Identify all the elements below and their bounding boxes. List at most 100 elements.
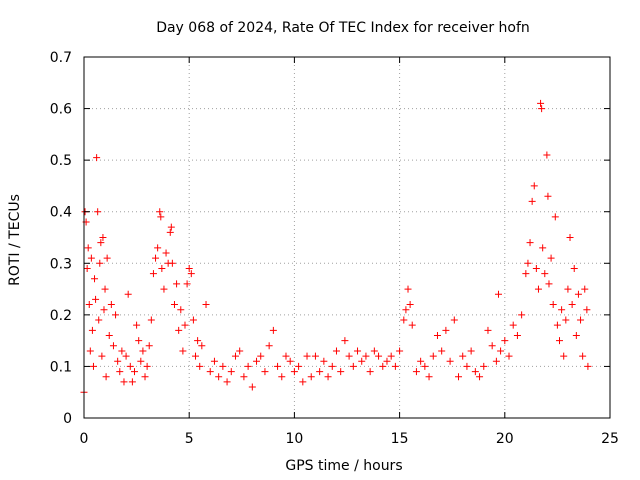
data-point	[354, 347, 362, 355]
data-point	[166, 228, 174, 236]
data-point	[126, 362, 134, 370]
data-point	[162, 249, 170, 257]
data-point	[85, 301, 93, 309]
data-point	[383, 357, 391, 365]
data-point	[177, 306, 185, 314]
data-point	[349, 362, 357, 370]
data-point	[307, 373, 315, 381]
y-tick-label: 0.3	[50, 256, 72, 272]
data-point	[98, 352, 106, 360]
x-tick-label: 5	[185, 431, 194, 447]
data-point	[425, 373, 433, 381]
data-point	[530, 182, 538, 190]
data-point	[538, 105, 546, 113]
data-point	[261, 368, 269, 376]
data-point	[488, 342, 496, 350]
data-point	[484, 326, 492, 334]
data-point	[141, 373, 149, 381]
data-point	[584, 362, 592, 370]
data-point	[513, 331, 521, 339]
data-point	[341, 337, 349, 345]
data-point	[128, 378, 136, 386]
y-tick-label: 0.5	[50, 153, 72, 169]
data-point	[103, 254, 111, 262]
data-point	[524, 259, 532, 267]
data-point	[215, 373, 223, 381]
data-point	[265, 342, 273, 350]
data-point	[463, 362, 471, 370]
data-point	[303, 352, 311, 360]
y-tick-label: 0.6	[50, 102, 72, 118]
data-point	[562, 316, 570, 324]
data-point	[157, 213, 165, 221]
data-point	[316, 368, 324, 376]
x-tick-label: 0	[80, 431, 89, 447]
data-point	[236, 347, 244, 355]
data-point	[311, 352, 319, 360]
data-point	[89, 362, 97, 370]
data-point	[202, 301, 210, 309]
y-tick-label: 0.7	[50, 50, 72, 66]
data-point	[278, 373, 286, 381]
y-tick-label: 0.2	[50, 308, 72, 324]
data-point	[93, 154, 101, 162]
data-point	[231, 352, 239, 360]
data-point	[320, 357, 328, 365]
data-point	[122, 352, 130, 360]
data-point	[455, 373, 463, 381]
data-point	[269, 326, 277, 334]
data-point	[570, 264, 578, 272]
data-point	[244, 362, 252, 370]
data-point	[116, 368, 124, 376]
data-point	[227, 368, 235, 376]
data-point	[332, 347, 340, 355]
chart-title: Day 068 of 2024, Rate Of TEC Index for r…	[156, 20, 530, 36]
data-point	[534, 285, 542, 293]
data-point	[299, 378, 307, 386]
data-point	[566, 234, 574, 241]
x-tick-label: 25	[601, 431, 619, 447]
ticks	[83, 56, 611, 419]
data-point	[100, 306, 108, 314]
data-point	[145, 342, 153, 350]
data-point	[467, 347, 475, 355]
data-point	[558, 306, 566, 314]
data-points	[80, 99, 592, 396]
data-point	[583, 306, 591, 314]
x-tick-label: 20	[496, 431, 514, 447]
data-point	[497, 347, 505, 355]
data-point	[539, 244, 547, 252]
data-point	[337, 368, 345, 376]
data-point	[480, 362, 488, 370]
x-tick-label: 10	[285, 431, 303, 447]
data-point	[446, 357, 454, 365]
data-point	[545, 280, 553, 288]
data-point	[537, 99, 545, 107]
data-point	[492, 357, 500, 365]
data-point	[112, 311, 120, 319]
data-point	[438, 347, 446, 355]
data-point	[387, 352, 395, 360]
data-point	[522, 270, 530, 278]
data-point	[358, 357, 366, 365]
data-point	[91, 275, 99, 283]
data-point	[406, 301, 414, 309]
data-point	[223, 378, 231, 386]
data-point	[274, 362, 282, 370]
data-point	[375, 352, 383, 360]
data-point	[139, 347, 147, 355]
data-point	[109, 342, 117, 350]
data-point	[509, 321, 517, 329]
data-point	[175, 326, 183, 334]
data-point	[105, 331, 113, 339]
grid	[84, 57, 610, 418]
data-point	[152, 254, 160, 262]
data-point	[257, 352, 265, 360]
data-point	[167, 223, 175, 231]
data-point	[248, 383, 256, 391]
data-point	[102, 373, 110, 381]
data-point	[551, 213, 559, 221]
data-point	[532, 264, 540, 272]
data-point	[88, 326, 96, 334]
data-point	[83, 264, 91, 272]
